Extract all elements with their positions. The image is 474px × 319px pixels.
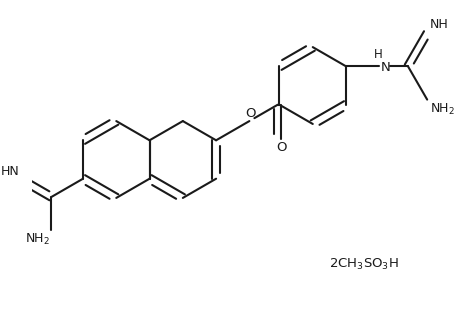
Text: NH$_2$: NH$_2$ — [25, 232, 50, 248]
Text: HN: HN — [0, 165, 19, 178]
Text: NH: NH — [430, 18, 449, 31]
Text: NH$_2$: NH$_2$ — [430, 101, 455, 116]
Text: N: N — [381, 61, 390, 74]
Text: O: O — [245, 107, 255, 120]
Text: O: O — [276, 141, 287, 154]
Text: 2CH$_3$SO$_3$H: 2CH$_3$SO$_3$H — [329, 257, 399, 272]
Text: H: H — [374, 48, 382, 61]
